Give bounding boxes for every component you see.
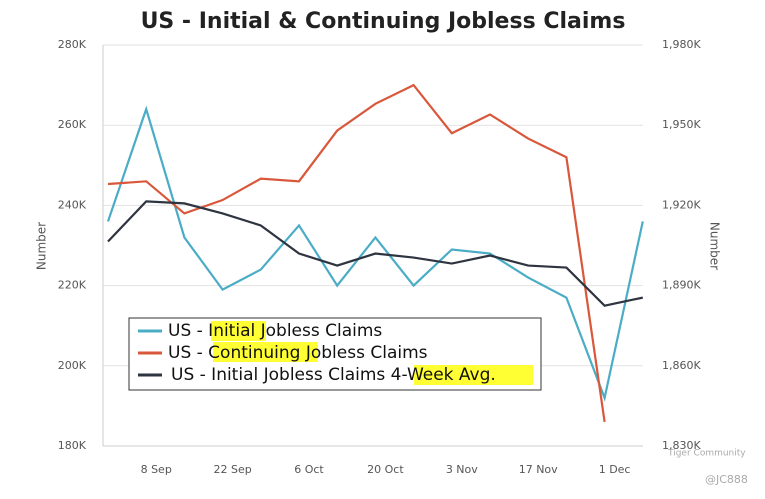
legend-label: US - Initial Jobless Claims 4-Week Avg.	[171, 365, 496, 385]
y2-axis-label: Number	[708, 222, 722, 270]
y-tick-label: 280K	[58, 38, 87, 51]
x-tick-label: 6 Oct	[294, 463, 324, 476]
highlight	[211, 321, 266, 341]
highlight	[414, 365, 533, 385]
x-tick-label: 1 Dec	[599, 463, 631, 476]
x-tick-label: 17 Nov	[519, 463, 558, 476]
chart-title: US - Initial & Continuing Jobless Claims	[141, 9, 626, 34]
y-axis-label: Number	[35, 222, 49, 270]
x-tick-label: 8 Sep	[141, 463, 172, 476]
series-line	[106, 105, 644, 402]
y-tick-label: 240K	[58, 198, 87, 211]
x-tick-label: 3 Nov	[446, 463, 478, 476]
highlight	[213, 342, 318, 362]
y2-tick-label: 1,950K	[662, 118, 701, 131]
y2-tick-label: 1,830K	[662, 439, 701, 452]
y-tick-label: 260K	[58, 118, 87, 131]
y-tick-label: 180K	[58, 439, 87, 452]
watermark: @JC888	[705, 473, 748, 486]
legend-label: US - Continuing Jobless Claims	[168, 343, 428, 363]
watermark: Tiger Community	[667, 449, 746, 459]
series-line	[107, 200, 644, 307]
series-line	[107, 83, 606, 423]
y2-tick-label: 1,920K	[662, 198, 701, 211]
legend-label: US - Initial Jobless Claims	[168, 321, 382, 341]
y-tick-label: 220K	[58, 279, 87, 292]
y2-tick-label: 1,860K	[662, 359, 701, 372]
y-tick-label: 200K	[58, 359, 87, 372]
y2-tick-label: 1,890K	[662, 279, 701, 292]
x-tick-label: 22 Sep	[213, 463, 251, 476]
x-tick-label: 20 Oct	[367, 463, 404, 476]
y2-tick-label: 1,980K	[662, 38, 701, 51]
